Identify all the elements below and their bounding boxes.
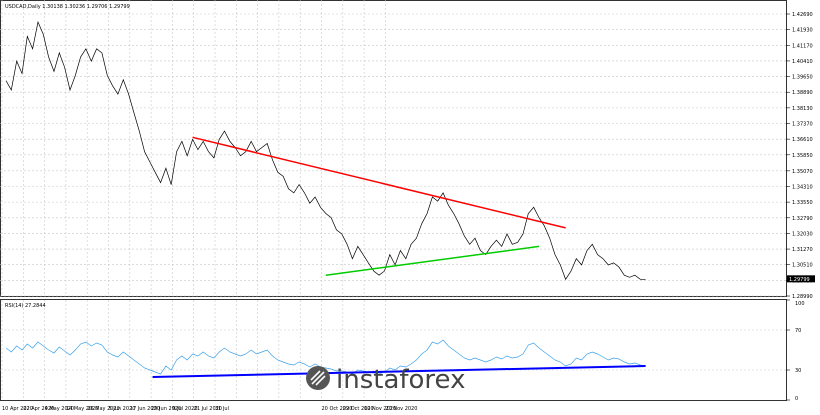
x-tick-label: 26 May 2020	[87, 406, 120, 412]
price-tick-label: 1.30510	[792, 263, 813, 269]
price-pane-frame	[0, 0, 787, 297]
price-tick-label: 1.28990	[792, 294, 813, 300]
x-tick-label: 10 Nov 2020	[364, 406, 396, 412]
x-tick-label: 17 Jun 2020	[130, 406, 160, 412]
rsi-pane-frame	[0, 299, 787, 401]
x-tick-label: 14 May 2020	[66, 406, 99, 412]
price-y-axis: 1.42690 1.41930 1.41170 1.40410 1.39650 1.388…	[786, 12, 813, 300]
x-tick-label: 5 Jun 2020	[109, 406, 136, 412]
rsi-series-line	[5, 339, 646, 375]
rsi-tick-label: 70	[795, 328, 801, 334]
trendlines	[152, 136, 646, 378]
rsi-tick-label: 0	[795, 396, 798, 402]
price-series-line	[5, 20, 646, 281]
price-trendline-1	[325, 245, 540, 276]
price-tick-label: 1.41170	[792, 43, 813, 49]
current-price-label: 1.29799	[789, 277, 810, 283]
x-tick-label: 9 Jul 2020	[172, 406, 197, 412]
current-price-marker: 1.29799	[787, 275, 815, 283]
price-tick-label: 1.35850	[792, 153, 813, 159]
x-tick-label: 22 Apr 2020	[23, 406, 54, 412]
price-pane-title: USDCAD,Daily 1.30138 1.30236 1.29706 1.2…	[5, 4, 130, 10]
x-tick-label: 29 Oct 2020	[343, 406, 374, 412]
rsi-trendline-0	[152, 365, 646, 378]
x-tick-label: 20 Oct 2020	[322, 406, 353, 412]
watermark: instaforex	[306, 365, 465, 395]
rsi-grid	[0, 300, 786, 400]
price-tick-label: 1.32790	[792, 216, 813, 222]
price-tick-label: 1.31270	[792, 247, 813, 253]
price-tick-label: 1.42690	[792, 12, 813, 18]
x-tick-label: 31 Jul	[215, 406, 229, 412]
watermark-text: instaforex	[336, 365, 465, 395]
price-trendline-0	[192, 136, 566, 229]
x-tick-label: 10 Apr 2020	[2, 406, 33, 412]
rsi-tick-label: 30	[795, 368, 801, 374]
price-tick-label: 1.32030	[792, 231, 813, 237]
price-grid	[0, 0, 786, 297]
watermark-logo-icon	[306, 366, 330, 390]
rsi-tick-label: 100	[795, 301, 805, 307]
price-tick-label: 1.39650	[792, 75, 813, 81]
price-tick-label: 1.38890	[792, 90, 813, 96]
x-tick-label: 29 Jun 2020	[151, 406, 181, 412]
rsi-pane-title: RSI(14) 27.2844	[5, 303, 46, 309]
price-tick-label: 1.40410	[792, 59, 813, 65]
x-tick-label: 4 May 2020	[45, 406, 74, 412]
price-tick-label: 1.35070	[792, 169, 813, 175]
price-tick-label: 1.41930	[792, 28, 813, 34]
x-tick-label: 21 Jul 2020	[194, 406, 222, 412]
x-tick-label: 20 Nov 2020	[385, 406, 417, 412]
price-tick-label: 1.33550	[792, 200, 813, 206]
price-tick-label: 1.36610	[792, 137, 813, 143]
price-tick-label: 1.34310	[792, 184, 813, 190]
price-tick-label: 1.38130	[792, 106, 813, 112]
price-tick-label: 1.37370	[792, 122, 813, 128]
rsi-y-axis: 100 70 30 0	[786, 299, 805, 402]
